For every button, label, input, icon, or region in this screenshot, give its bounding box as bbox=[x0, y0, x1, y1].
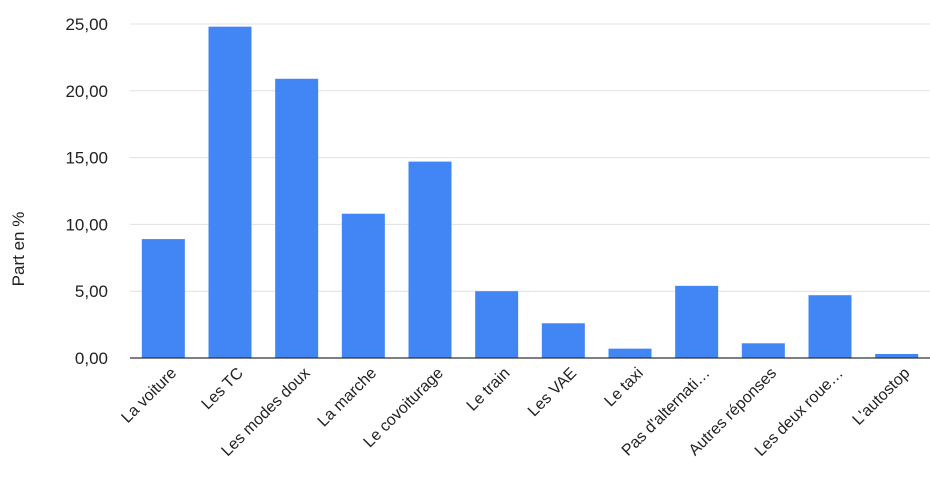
bar-5 bbox=[475, 291, 519, 358]
gridlines bbox=[130, 23, 930, 292]
y-tick-label: 0,00 bbox=[75, 349, 108, 368]
y-tick-label: 10,00 bbox=[65, 215, 108, 234]
y-tick-label: 20,00 bbox=[65, 82, 108, 101]
bar-8 bbox=[675, 285, 719, 358]
bars bbox=[141, 26, 919, 359]
bar-3 bbox=[341, 213, 385, 358]
x-tick-label: La voiture bbox=[118, 365, 180, 427]
y-tick-label: 25,00 bbox=[65, 15, 108, 34]
bar-9 bbox=[741, 343, 785, 358]
bar-2 bbox=[275, 78, 319, 358]
y-tick-labels: 0,00 5,00 10,00 15,00 20,00 25,00 bbox=[65, 15, 108, 368]
bar-11 bbox=[875, 353, 919, 358]
y-axis-title: Part en % bbox=[9, 212, 28, 287]
x-tick-label: Le train bbox=[464, 365, 514, 415]
bar-0 bbox=[141, 239, 185, 358]
x-tick-label: Le taxi bbox=[601, 365, 646, 410]
x-tick-label: Les TC bbox=[199, 365, 247, 413]
y-tick-label: 5,00 bbox=[75, 282, 108, 301]
bar-7 bbox=[608, 348, 652, 358]
bar-1 bbox=[208, 26, 252, 359]
bar-10 bbox=[808, 295, 852, 358]
x-tick-label: Les VAE bbox=[525, 365, 580, 420]
x-tick-label: La marche bbox=[315, 365, 381, 431]
x-tick-label: L'autostop bbox=[850, 365, 914, 429]
bar-4 bbox=[408, 161, 452, 358]
y-tick-label: 15,00 bbox=[65, 149, 108, 168]
bar-6 bbox=[541, 323, 585, 358]
